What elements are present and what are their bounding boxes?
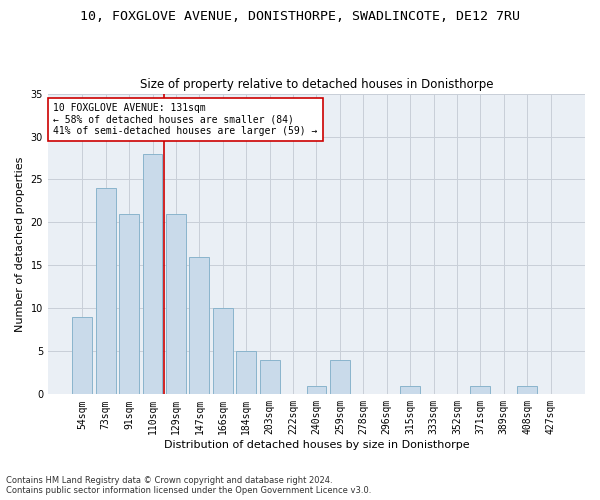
Bar (73, 317, 92, 394)
Bar (260, 360, 280, 394)
Bar (330, 360, 350, 394)
Bar (119, 214, 139, 394)
Y-axis label: Number of detached properties: Number of detached properties (15, 156, 25, 332)
Bar (166, 214, 186, 394)
Bar (190, 257, 209, 394)
Text: Contains HM Land Registry data © Crown copyright and database right 2024.
Contai: Contains HM Land Registry data © Crown c… (6, 476, 371, 495)
Bar (213, 308, 233, 394)
Bar (400, 386, 420, 394)
Text: 10, FOXGLOVE AVENUE, DONISTHORPE, SWADLINCOTE, DE12 7RU: 10, FOXGLOVE AVENUE, DONISTHORPE, SWADLI… (80, 10, 520, 23)
Bar (236, 352, 256, 395)
Title: Size of property relative to detached houses in Donisthorpe: Size of property relative to detached ho… (140, 78, 493, 91)
Bar (517, 386, 537, 394)
X-axis label: Distribution of detached houses by size in Donisthorpe: Distribution of detached houses by size … (164, 440, 469, 450)
Bar (470, 386, 490, 394)
Bar (307, 386, 326, 394)
Text: 10 FOXGLOVE AVENUE: 131sqm
← 58% of detached houses are smaller (84)
41% of semi: 10 FOXGLOVE AVENUE: 131sqm ← 58% of deta… (53, 102, 317, 136)
Bar (96, 188, 116, 394)
Bar (143, 154, 163, 394)
